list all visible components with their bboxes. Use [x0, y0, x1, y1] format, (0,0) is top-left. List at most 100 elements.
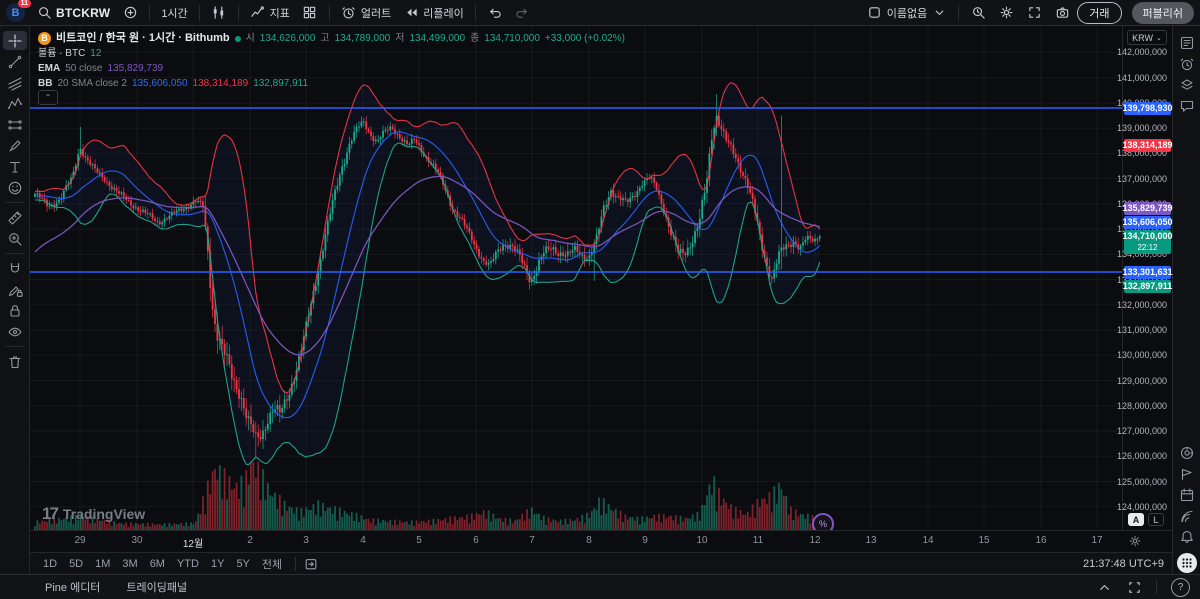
chat-icon[interactable]	[1175, 96, 1199, 115]
calendar-icon[interactable]	[1175, 485, 1199, 504]
indicators-label: 지표	[269, 7, 290, 20]
brush-icon[interactable]	[3, 136, 27, 155]
notifications-icon[interactable]	[1175, 527, 1199, 546]
save-layout-checkbox-icon	[867, 5, 883, 21]
zoom-in-icon[interactable]	[3, 229, 27, 248]
replay-button[interactable]: 리플레이	[398, 3, 468, 23]
time-axis[interactable]: 29 30 12월 2 3 4 5 6 7 8 9 10 11 12 13 14 15 16 17	[30, 530, 1172, 552]
xabcd-pattern-icon[interactable]	[3, 94, 27, 113]
main-area: B 비트코인 / 한국 원 · 1시간 · Bithumb 시 134,626,…	[0, 26, 1200, 574]
trade-button[interactable]: 거래	[1077, 1, 1122, 24]
time-axis-label: 2	[247, 535, 253, 546]
user-avatar[interactable]: B 11	[6, 0, 31, 22]
panel-maximize-icon[interactable]	[1126, 579, 1142, 595]
indicators-button[interactable]: 지표	[245, 3, 295, 23]
low-value: 134,499,000	[409, 33, 466, 44]
compare-button[interactable]	[117, 3, 143, 23]
range-button-YTD[interactable]: YTD	[176, 557, 199, 570]
legend-collapse-button[interactable]: ⌃	[38, 90, 58, 105]
avatar-letter: B	[11, 6, 20, 19]
chart-settings-button[interactable]	[993, 3, 1019, 23]
lock-all-icon[interactable]	[3, 301, 27, 320]
object-tree-icon[interactable]	[1175, 75, 1199, 94]
high-value: 134,789,000	[334, 33, 391, 44]
trash-icon[interactable]	[3, 352, 27, 371]
compare-plus-icon	[122, 5, 138, 21]
promo-icon[interactable]: %	[812, 513, 834, 530]
status-bar: Pine 에디터 트레이딩패널 ?	[0, 574, 1200, 599]
candlestick-chart[interactable]	[30, 26, 1122, 530]
price-badge: 138,314,189	[1122, 139, 1173, 152]
range-toolbar: 1D 5D 1M 3M 6M YTD 1Y 5Y 전체 21:37:48 UTC+9	[30, 552, 1172, 574]
ideas-stream-icon[interactable]	[1175, 506, 1199, 525]
help-icon[interactable]: ?	[1171, 577, 1190, 597]
pine-editor-tab[interactable]: Pine 에디터	[45, 582, 101, 594]
chart-legend: B 비트코인 / 한국 원 · 1시간 · Bithumb 시 134,626,…	[38, 31, 625, 91]
settings-gear-icon	[998, 5, 1014, 21]
layout-templates-button[interactable]	[297, 3, 323, 23]
bb-legend-row[interactable]: BB 20 SMA close 2 135,606,050 138,314,18…	[38, 76, 625, 91]
price-axis-label: 127,000,000	[1116, 426, 1167, 436]
currency-toggle-button[interactable]: KRW ⌄	[1127, 30, 1167, 45]
fib-retracement-icon[interactable]	[3, 73, 27, 92]
chart-type-button[interactable]	[206, 3, 232, 23]
emoji-icon[interactable]	[3, 178, 27, 197]
alerts-icon[interactable]	[1175, 54, 1199, 73]
range-button-5D[interactable]: 5D	[69, 557, 84, 570]
price-badge: 132,897,911	[1122, 279, 1173, 293]
range-button-1Y[interactable]: 1Y	[210, 557, 225, 570]
trading-panel-tab[interactable]: 트레이딩패널	[126, 582, 188, 594]
log-scale-button[interactable]: L	[1148, 513, 1164, 526]
hotlists-icon[interactable]	[1175, 464, 1199, 483]
text-icon[interactable]	[3, 157, 27, 176]
undo-button[interactable]	[482, 3, 508, 23]
redo-button[interactable]	[510, 3, 536, 23]
range-button-6M[interactable]: 6M	[149, 557, 165, 570]
magnet-icon[interactable]	[3, 259, 27, 278]
range-button-1D[interactable]: 1D	[43, 557, 58, 570]
crosshair-icon[interactable]	[2, 31, 27, 50]
price-axis[interactable]: KRW ⌄ 142,000,000141,000,000140,000,0001…	[1117, 26, 1173, 530]
price-axis-label: 131,000,000	[1116, 325, 1167, 336]
chart-pane[interactable]: B 비트코인 / 한국 원 · 1시간 · Bithumb 시 134,626,…	[30, 26, 1122, 530]
hide-drawings-icon[interactable]	[3, 322, 27, 341]
trend-line-icon[interactable]	[3, 52, 27, 71]
price-axis-label: 128,000,000	[1116, 400, 1167, 411]
save-layout-button[interactable]: 이름없음	[862, 3, 952, 23]
price-axis-label: 124,000,000	[1116, 501, 1167, 512]
drawing-toolbar	[0, 26, 30, 574]
volume-legend-row[interactable]: 볼륨 · BTC 12	[38, 46, 625, 61]
time-axis-label: 3	[303, 535, 309, 546]
ema-name: EMA	[38, 63, 61, 74]
publish-button[interactable]: 퍼블리쉬	[1131, 1, 1194, 24]
time-axis-label: 6	[473, 535, 479, 546]
fullscreen-button[interactable]	[1021, 3, 1047, 23]
toolbar-divider	[4, 346, 25, 347]
watchlist-icon[interactable]	[1175, 33, 1199, 52]
ema-legend-row[interactable]: EMA 50 close 135,829,739	[38, 61, 625, 76]
symbol-legend-row[interactable]: B 비트코인 / 한국 원 · 1시간 · Bithumb 시 134,626,…	[38, 31, 625, 46]
time-axis-label: 4	[360, 535, 366, 546]
forecast-icon[interactable]	[3, 115, 27, 134]
screener-icon[interactable]	[1175, 443, 1199, 462]
range-button-5Y[interactable]: 5Y	[236, 557, 250, 570]
apps-grid-icon[interactable]	[1176, 553, 1197, 573]
clock[interactable]: 21:37:48 UTC+9	[1082, 557, 1164, 570]
range-button-1M[interactable]: 1M	[95, 557, 111, 570]
range-button-3M[interactable]: 3M	[122, 557, 138, 570]
ruler-icon[interactable]	[3, 208, 27, 227]
alert-button[interactable]: 얼러트	[336, 3, 396, 23]
bb-lower-value: 132,897,911	[253, 78, 309, 89]
quick-search-button[interactable]	[965, 3, 991, 23]
auto-scale-button[interactable]: A	[1128, 513, 1144, 526]
drawing-lock-icon[interactable]	[3, 280, 27, 299]
symbol-search-button[interactable]: BTCKRW	[31, 3, 115, 23]
chart-column: B 비트코인 / 한국 원 · 1시간 · Bithumb 시 134,626,…	[30, 26, 1173, 574]
goto-date-icon[interactable]	[304, 557, 318, 571]
range-button-전체[interactable]: 전체	[261, 558, 283, 571]
panel-expand-chevron-up-icon[interactable]	[1096, 579, 1112, 595]
interval-button[interactable]: 1시간	[156, 3, 192, 23]
axis-settings-gear-icon[interactable]	[1128, 534, 1142, 551]
snapshot-button[interactable]	[1049, 3, 1075, 23]
